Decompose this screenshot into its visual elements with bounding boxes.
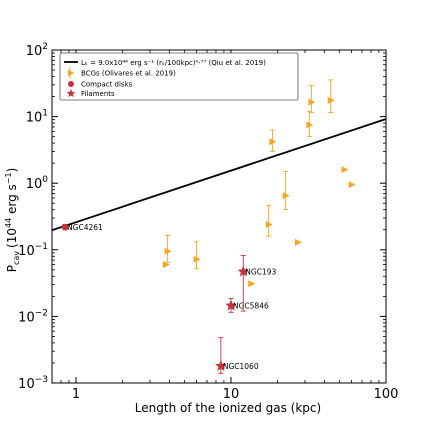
- bcg-point: [348, 181, 356, 189]
- y-axis-title-sub: cav: [12, 251, 21, 265]
- plot-area: 1 10 100 10−3 10−2 10−1 100 101 102 NGC4261 NGC106…: [18, 42, 398, 402]
- bcg-point: [248, 280, 256, 288]
- x-tick-label: 100: [374, 387, 399, 402]
- bcg-point: [282, 192, 290, 200]
- legend-filaments-text: Filaments: [81, 90, 115, 98]
- legend-triangle-marker: [68, 69, 74, 77]
- legend-bcgs-text: BCGs (Olivares et al. 2019): [81, 70, 176, 78]
- relation-line: [51, 118, 387, 232]
- bcg-point: [308, 98, 316, 106]
- bcg-point: [294, 238, 302, 246]
- y-axis-title: Pcav (1044 erg s−1): [4, 168, 21, 273]
- y-tick-label: 10−2: [18, 308, 48, 325]
- filament-point: [237, 265, 249, 277]
- compact-disk-point: [61, 223, 69, 231]
- y-axis-title-unit-post: ): [5, 168, 19, 173]
- legend-compact-text: Compact disks: [81, 81, 133, 89]
- y-tick-label: 10−1: [18, 242, 48, 259]
- y-axis-title-main: P: [5, 265, 19, 272]
- y-axis-title-exp2: −1: [4, 172, 13, 184]
- bcg-point: [162, 261, 170, 269]
- y-tick-label: 100: [26, 175, 49, 192]
- y-axis-title-exp1: 44: [4, 218, 13, 228]
- legend: Lₖ = 9.0x10⁴⁴ erg s⁻¹ (rₒ/100kpc)⁰·⁷⁷ (Q…: [59, 52, 299, 101]
- y-tick-label: 102: [26, 42, 48, 59]
- bcg-point: [306, 121, 314, 129]
- bcg-point: [327, 96, 335, 104]
- bcg-point: [164, 247, 172, 255]
- bcg-point: [193, 255, 201, 263]
- x-tick-label: 1: [72, 387, 80, 402]
- legend-circle-marker: [68, 81, 74, 87]
- y-tick-label: 101: [26, 109, 48, 126]
- x-axis-title: Length of the ionized gas (kpc): [135, 401, 321, 415]
- filament-label: NGC193: [245, 268, 276, 277]
- y-tick-label: 10−3: [18, 375, 48, 392]
- bcg-point: [265, 220, 273, 228]
- legend-relation-text: Lₖ = 9.0x10⁴⁴ erg s⁻¹ (rₒ/100kpc)⁰·⁷⁷ (Q…: [81, 59, 266, 67]
- x-tick-label: 10: [223, 387, 240, 402]
- y-axis-title-unit-pre: (10: [5, 228, 19, 248]
- legend-star-marker: [66, 89, 76, 98]
- legend-box: [59, 52, 299, 101]
- y-axis-title-unit-mid: erg s: [5, 184, 19, 218]
- axes-frame: [51, 49, 387, 384]
- filament-label: NGC5846: [233, 302, 269, 311]
- filament-point: [225, 299, 237, 311]
- filament-point: [215, 360, 227, 371]
- bcg-point: [341, 166, 349, 174]
- bcg-point: [269, 138, 277, 146]
- filament-label: NGC1060: [223, 362, 259, 371]
- compact-disk-label: NGC4261: [67, 223, 103, 232]
